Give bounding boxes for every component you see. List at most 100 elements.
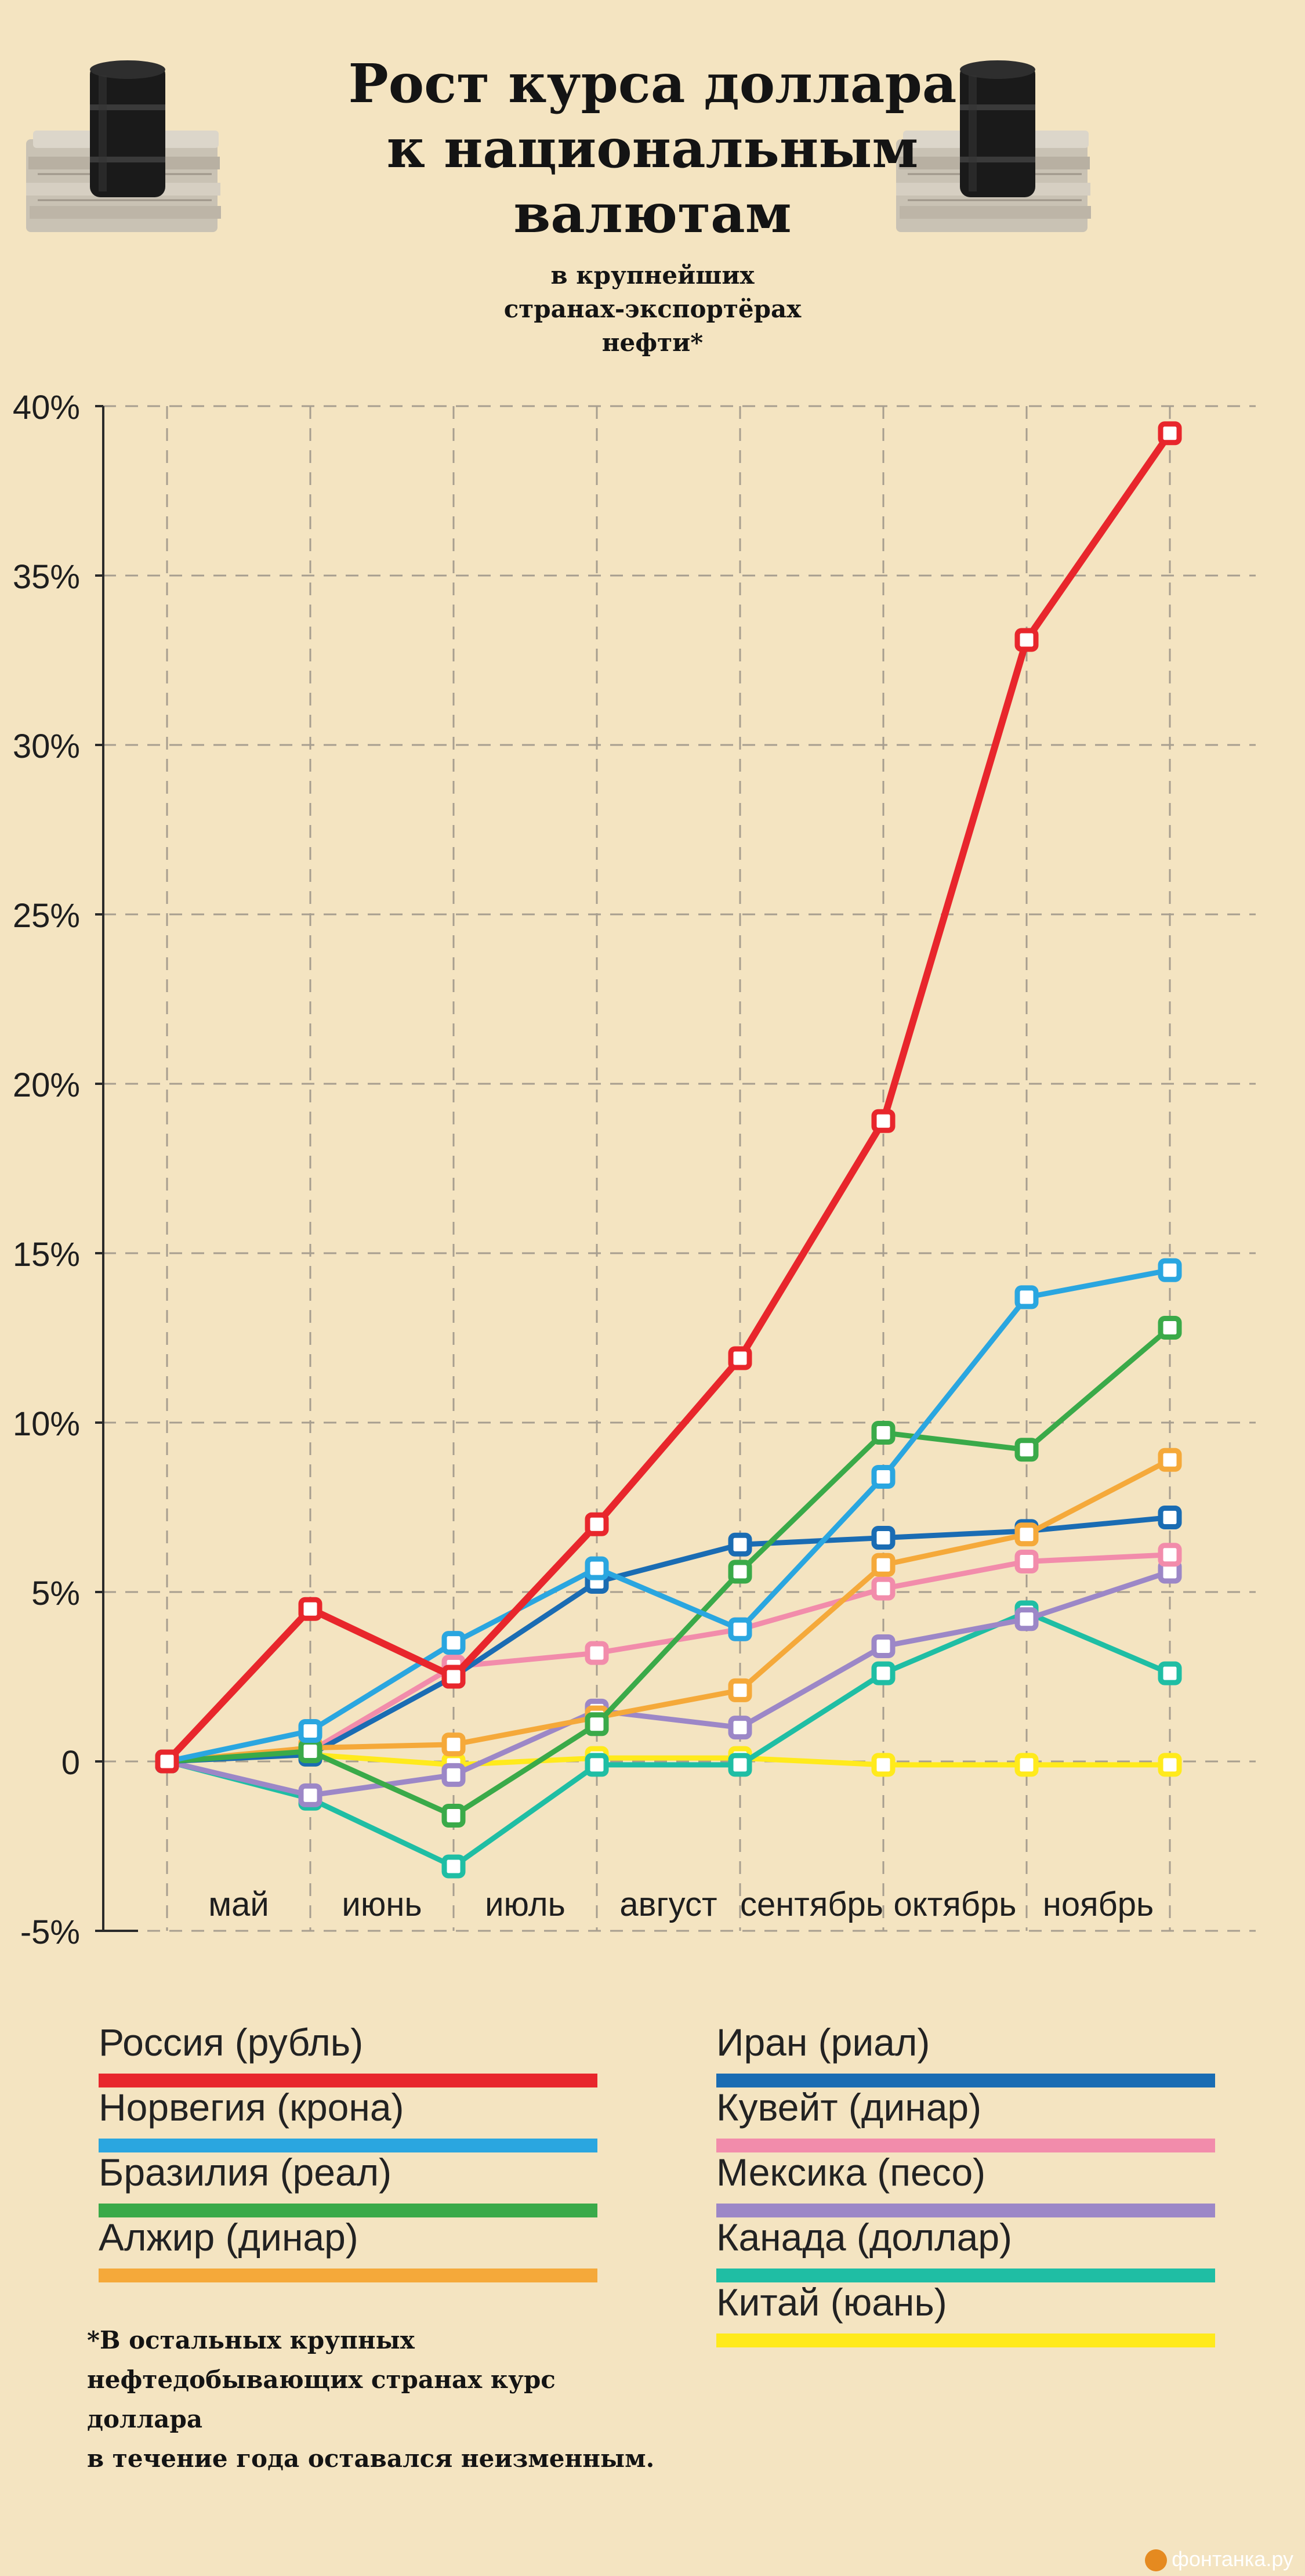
data-point — [1158, 1448, 1182, 1472]
data-point — [871, 1634, 896, 1658]
subtitle-line-1: в крупнейших — [550, 261, 755, 290]
series-0 — [155, 421, 1182, 1774]
series-line — [164, 1515, 1173, 1764]
legend-swatch — [99, 2269, 597, 2282]
y-tick-label: 15% — [13, 1236, 80, 1273]
legend-label: Алжир (динар) — [99, 2216, 358, 2259]
x-month-label: сентябрь — [740, 1886, 883, 1923]
y-tick-label: 35% — [13, 558, 80, 596]
data-point — [871, 1421, 896, 1445]
data-point — [1158, 1753, 1182, 1777]
title-line-3: валютам — [513, 182, 792, 245]
x-month-label: октябрь — [894, 1886, 1017, 1923]
footnote-line-1: *В остальных крупных — [87, 2326, 415, 2354]
data-point — [298, 1739, 322, 1763]
legend-swatch — [716, 2204, 1215, 2217]
legend-swatch — [716, 2333, 1215, 2347]
series-line — [164, 1457, 1173, 1764]
chart-title: Рост курса доллара к национальным валюта… — [0, 51, 1305, 246]
source-text: фонтанка.ру — [1172, 2546, 1293, 2571]
legend-item-iran: Иран (риал) — [716, 2019, 1215, 2087]
legend-label: Канада (доллар) — [716, 2216, 1013, 2259]
chart-subtitle: в крупнейших странах-экспортёрах нефти* — [0, 259, 1305, 360]
legend-swatch — [716, 2269, 1215, 2282]
data-point — [728, 1753, 752, 1777]
legend-swatch — [99, 2074, 597, 2087]
legend-item-brazil: Бразилия (реал) — [99, 2149, 597, 2217]
legend-swatch — [99, 2139, 597, 2152]
data-point — [585, 1641, 609, 1665]
title-line-2: к национальным — [386, 117, 919, 180]
legend-swatch — [716, 2139, 1215, 2152]
data-point — [871, 1526, 896, 1550]
series-line — [164, 1752, 1173, 1768]
data-point — [1014, 1607, 1039, 1631]
legend-label: Мексика (песо) — [716, 2151, 986, 2194]
data-point — [871, 1553, 896, 1577]
data-point — [298, 1783, 322, 1807]
data-point — [1014, 1522, 1039, 1547]
series-line — [164, 429, 1173, 1765]
data-point — [1014, 1438, 1039, 1462]
data-point — [1158, 1543, 1182, 1567]
data-point — [1158, 1506, 1182, 1530]
legend-item-norway: Норвегия (крона) — [99, 2084, 597, 2152]
data-point — [1158, 1258, 1182, 1282]
y-tick-labels: 40% 35% 30% 25% 20% 15% 10% 5% 0 -5% — [13, 389, 80, 1951]
data-point — [871, 1109, 896, 1133]
data-point — [441, 1763, 466, 1787]
data-point — [441, 1803, 466, 1828]
title-line-1: Рост курса доллара — [348, 52, 957, 115]
legend-item-algeria: Алжир (динар) — [99, 2214, 597, 2282]
x-month-label: август — [619, 1886, 717, 1923]
x-month-label: июнь — [342, 1886, 422, 1923]
series-line — [164, 1325, 1173, 1818]
legend-label: Кувейт (динар) — [716, 2086, 982, 2129]
legend-label: Бразилия (реал) — [99, 2151, 392, 2194]
x-month-label: май — [208, 1886, 269, 1923]
data-point — [728, 1716, 752, 1740]
data-point — [871, 1576, 896, 1601]
x-month-label: июль — [485, 1886, 566, 1923]
data-point — [871, 1464, 896, 1489]
data-point — [871, 1753, 896, 1777]
legend-item-canada: Канада (доллар) — [716, 2214, 1215, 2282]
data-point — [441, 1854, 466, 1879]
data-point — [1014, 1549, 1039, 1573]
series-line — [164, 1552, 1173, 1764]
gridlines — [103, 405, 1256, 1932]
data-point — [585, 1712, 609, 1736]
y-tick-label: -5% — [20, 1913, 80, 1951]
data-point — [728, 1346, 752, 1370]
y-tick-label: 40% — [13, 389, 80, 426]
y-tick-label: 25% — [13, 897, 80, 935]
legend-item-china: Китай (юань) — [716, 2279, 1215, 2347]
data-point — [728, 1560, 752, 1584]
x-month-labels: май июнь июль август сентябрь октябрь ноябрь — [208, 1886, 1154, 1923]
series-line — [164, 1267, 1173, 1764]
data-point — [1158, 1661, 1182, 1685]
y-tick-label: 0 — [61, 1744, 80, 1782]
legend-item-mexico: Мексика (песо) — [716, 2149, 1215, 2217]
data-point — [155, 1749, 179, 1774]
data-point — [1158, 421, 1182, 446]
data-point — [871, 1661, 896, 1685]
legend-label: Россия (рубль) — [99, 2021, 364, 2064]
y-tick-label: 30% — [13, 728, 80, 765]
y-tick-label: 10% — [13, 1405, 80, 1443]
data-point — [1014, 628, 1039, 652]
legend-item-kuwait: Кувейт (динар) — [716, 2084, 1215, 2152]
y-tick-label: 20% — [13, 1066, 80, 1104]
legend-swatch — [99, 2204, 597, 2217]
series-line — [164, 1569, 1173, 1798]
axes — [95, 405, 138, 1932]
data-point — [1014, 1285, 1039, 1309]
data-point — [298, 1718, 322, 1743]
legend-item-russia: Россия (рубль) — [99, 2019, 597, 2087]
data-point — [585, 1512, 609, 1536]
series-lines — [155, 421, 1182, 1879]
x-month-label: ноябрь — [1043, 1886, 1154, 1923]
y-tick-label: 5% — [31, 1575, 80, 1612]
footnote-line-2: нефтедобывающих странах курс доллара — [87, 2365, 556, 2433]
